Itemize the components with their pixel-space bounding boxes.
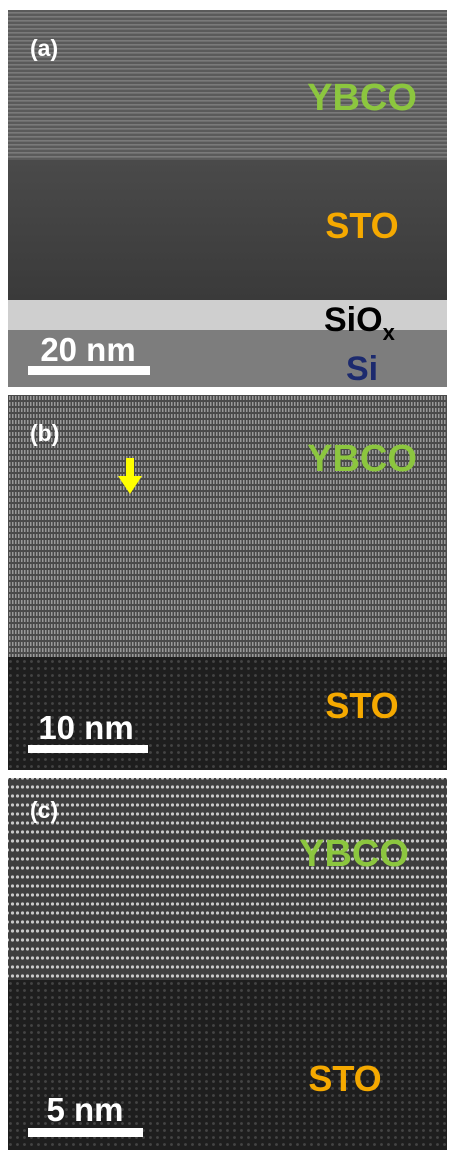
scale-bar: [28, 745, 148, 753]
page: {"panels": [ {"label": "(a)", "ybco": "Y…: [0, 0, 449, 1153]
panel-a: (a) YBCO STO SiOx Si 20 nm: [8, 10, 447, 388]
scale-bar-label: 10 nm: [38, 709, 133, 746]
ybco-layer: [8, 778, 447, 980]
si-label: Si: [346, 350, 378, 388]
panel-label: (a): [30, 35, 58, 61]
sto-label: STO: [325, 205, 398, 246]
panel-c: (c) YBCO STO 5 nm: [8, 778, 447, 1150]
ybco-label: YBCO: [307, 77, 417, 119]
figure: (a) YBCO STO SiOx Si 20 nm (b) YBCO STO …: [0, 0, 449, 1153]
ybco-label: YBCO: [307, 438, 417, 480]
sto-label: STO: [308, 1058, 381, 1099]
siox-main: SiO: [324, 301, 383, 339]
panel-label: (b): [30, 420, 59, 446]
scale-bar-label: 5 nm: [46, 1091, 123, 1128]
ybco-label: YBCO: [299, 833, 409, 875]
ybco-layer: [8, 395, 447, 657]
sto-label: STO: [325, 685, 398, 726]
scale-bar-label: 20 nm: [40, 331, 135, 368]
panel-b: (b) YBCO STO 10 nm: [8, 395, 447, 770]
scale-bar: [28, 1128, 143, 1137]
panel-label: (c): [30, 797, 58, 823]
siox-sub: x: [383, 320, 396, 345]
